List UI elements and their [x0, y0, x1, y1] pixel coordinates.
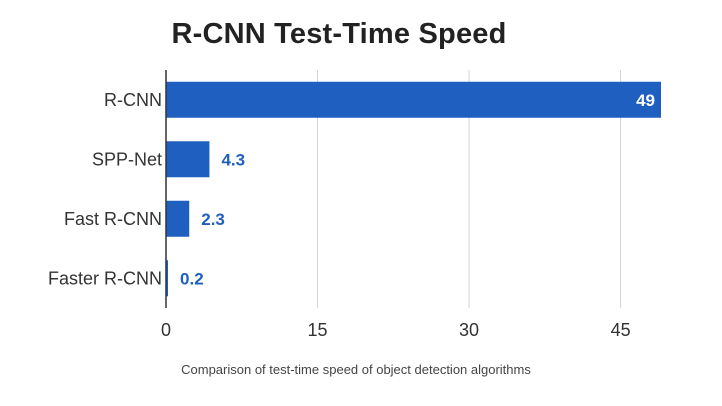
category-label: R-CNN [104, 90, 162, 110]
x-tick-label: 45 [611, 320, 631, 340]
bar [166, 260, 169, 297]
category-label: Fast R-CNN [64, 209, 162, 229]
bar [166, 81, 661, 118]
data-label: 4.3 [221, 150, 245, 169]
category-label: SPP-Net [92, 149, 162, 169]
category-label: Faster R-CNN [48, 268, 162, 288]
data-label: 2.3 [201, 210, 225, 229]
x-tick-label: 0 [161, 320, 171, 340]
figure-caption: Comparison of test-time speed of object … [181, 362, 531, 377]
bar-chart: 0 15 30 45 R-CNN 49 SPP-Net 4.3 Fast R-CNN 2.3 Fas… [48, 70, 661, 340]
data-label: 49 [636, 91, 655, 110]
x-tick-label: 15 [308, 320, 328, 340]
chart-title: R-CNN Test-Time Speed [171, 18, 507, 50]
x-tick-label: 30 [459, 320, 479, 340]
bar [166, 200, 190, 237]
bar [166, 141, 210, 178]
data-label: 0.2 [180, 269, 204, 288]
